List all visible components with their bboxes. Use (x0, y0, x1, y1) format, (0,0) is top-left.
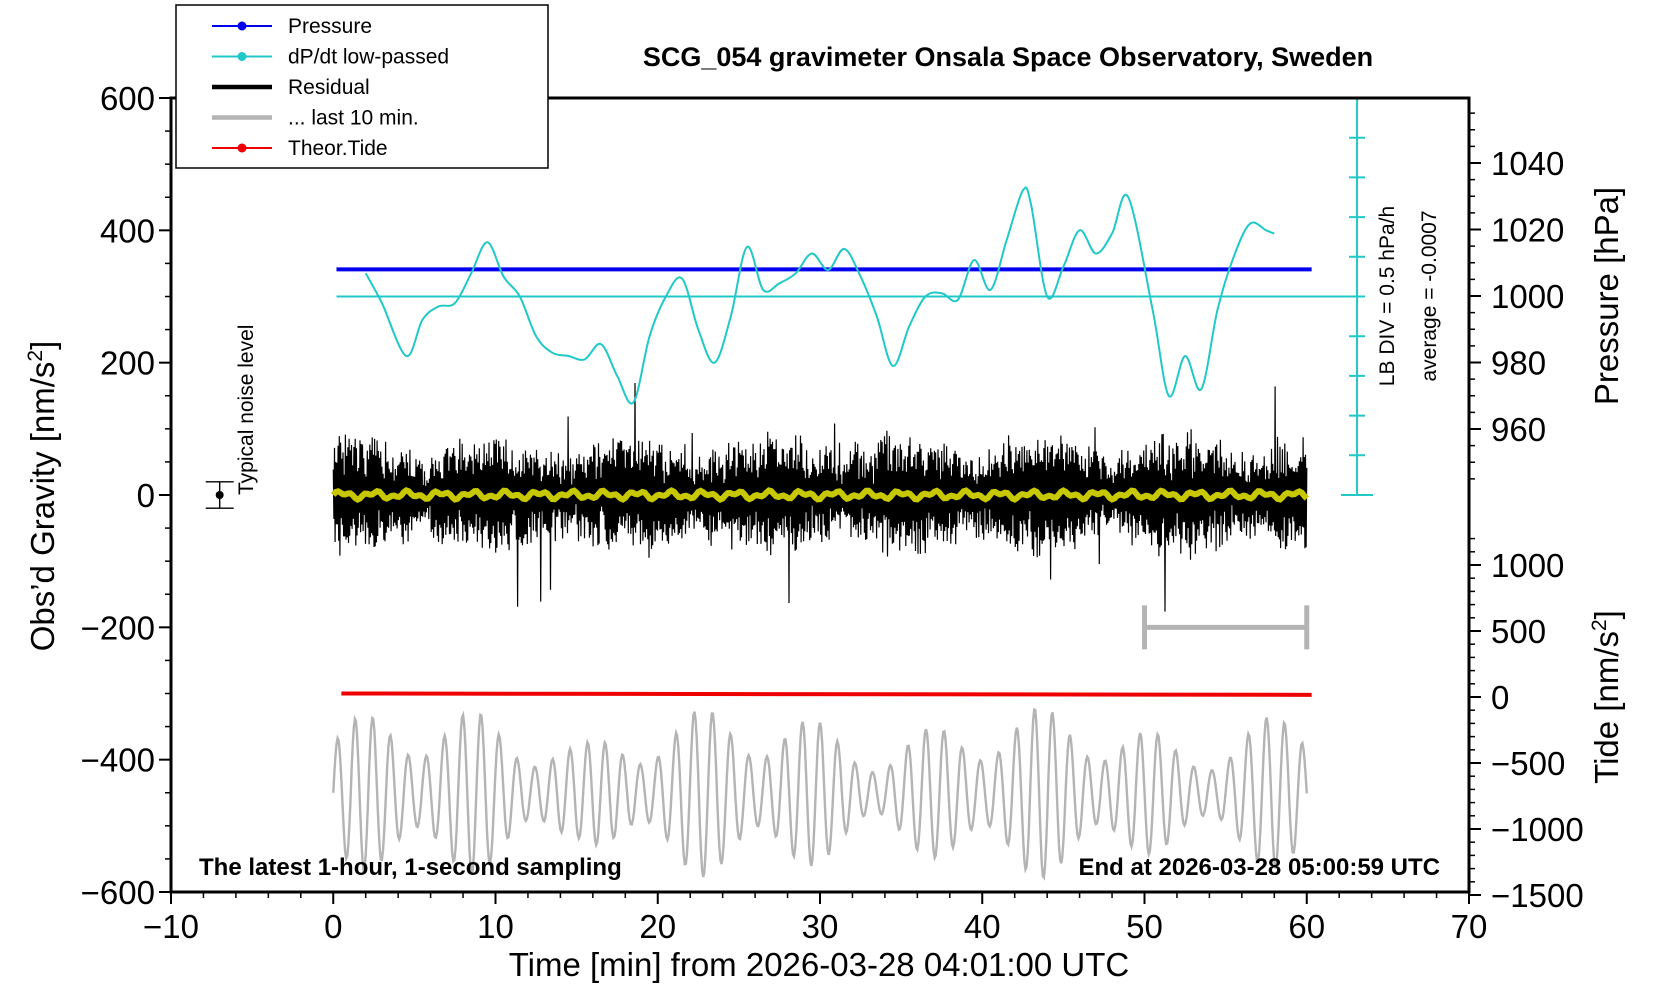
last10-series-line (332, 707, 1308, 881)
x-tick-label: 50 (1126, 908, 1163, 945)
y-axis-left-label-sup: 2 (24, 350, 47, 362)
pressure-axis-label: Pressure [hPa] (1588, 187, 1625, 405)
tide-tick-label: −500 (1491, 745, 1565, 782)
x-tick-label: 40 (964, 908, 1001, 945)
residual-series-line (332, 382, 1308, 612)
tide-tick-label: 1000 (1491, 547, 1564, 584)
y-axis-left-label-main: Obs’d Gravity [nm/s (24, 362, 61, 652)
x-tick-label: 70 (1451, 908, 1488, 945)
pressure-tick-label: 960 (1491, 411, 1546, 448)
y-left-tick-label: −400 (81, 742, 155, 779)
pressure-tick-label: 1000 (1491, 278, 1564, 315)
noise-level-label: Typical noise level (235, 325, 258, 495)
tide-tick-label: −1500 (1491, 877, 1584, 914)
legend-label-1: dP/dt low-passed (288, 46, 449, 69)
legend-label-2: Residual (288, 76, 370, 99)
y-left-tick-label: 0 (137, 477, 155, 514)
axes: −10 0 10 20 30 40 50 60 706004002000−200−400−600… (81, 80, 1584, 945)
theor-tide-series-line (341, 691, 1312, 697)
y-left-tick-label: −200 (81, 609, 155, 646)
pressure-tick-label: 1020 (1491, 212, 1564, 249)
tide-axis-label-main: Tide [nm/s (1588, 631, 1625, 784)
dpdt-average-label: average = -0.0007 (1418, 210, 1441, 381)
plot-area (205, 97, 1374, 881)
pressure-tick-label: 980 (1491, 345, 1546, 382)
legend-marker-0 (237, 21, 247, 31)
legend-marker-4 (237, 143, 247, 153)
tide-tick-label: 0 (1491, 679, 1509, 716)
x-tick-label: −10 (143, 908, 199, 945)
x-tick-label: 30 (802, 908, 839, 945)
y-axis-left-label-end: ] (24, 341, 61, 350)
x-tick-label: 60 (1288, 908, 1325, 945)
footer-left-annotation: The latest 1-hour, 1-second sampling (199, 854, 622, 881)
x-tick-label: 0 (324, 908, 342, 945)
footer-right-annotation: End at 2026-03-28 05:00:59 UTC (1079, 854, 1441, 881)
legend-label-4: Theor.Tide (288, 137, 388, 160)
tide-axis-label-sup: 2 (1588, 619, 1611, 631)
x-tick-label: 20 (639, 908, 676, 945)
legend-label-3: ... last 10 min. (288, 107, 419, 130)
dpdt-scale-label: LB DIV = 0.5 hPa/h (1376, 206, 1399, 386)
y-left-tick-label: 400 (100, 212, 155, 249)
pressure-tick-label: 1040 (1491, 145, 1564, 182)
tide-axis-label-end: ] (1588, 610, 1625, 619)
y-left-tick-label: −600 (81, 874, 155, 911)
smoothed-residual-line (330, 487, 1309, 504)
chart-title: SCG_054 gravimeter Onsala Space Observat… (643, 42, 1373, 72)
chart-texts: SCG_054 gravimeter Onsala Space Observat… (24, 42, 1625, 983)
legend-label-0: Pressure (288, 15, 372, 38)
legend-marker-1 (237, 52, 247, 61)
y-left-tick-label: 200 (100, 345, 155, 382)
dpdt-series-line (364, 186, 1275, 405)
x-axis-label: Time [min] from 2026-03-28 04:01:00 UTC (509, 946, 1130, 983)
y-axis-left-label: Obs’d Gravity [nm/s2] (24, 341, 61, 652)
tide-axis-label: Tide [nm/s2] (1588, 610, 1625, 784)
x-tick-label: 10 (477, 908, 514, 945)
tide-tick-label: −1000 (1491, 811, 1584, 848)
y-left-tick-label: 600 (100, 80, 155, 117)
noise-marker (215, 491, 224, 499)
legend: Pressure dP/dt low-passed Residual ... last… (175, 4, 549, 169)
tide-tick-label: 500 (1491, 613, 1546, 650)
